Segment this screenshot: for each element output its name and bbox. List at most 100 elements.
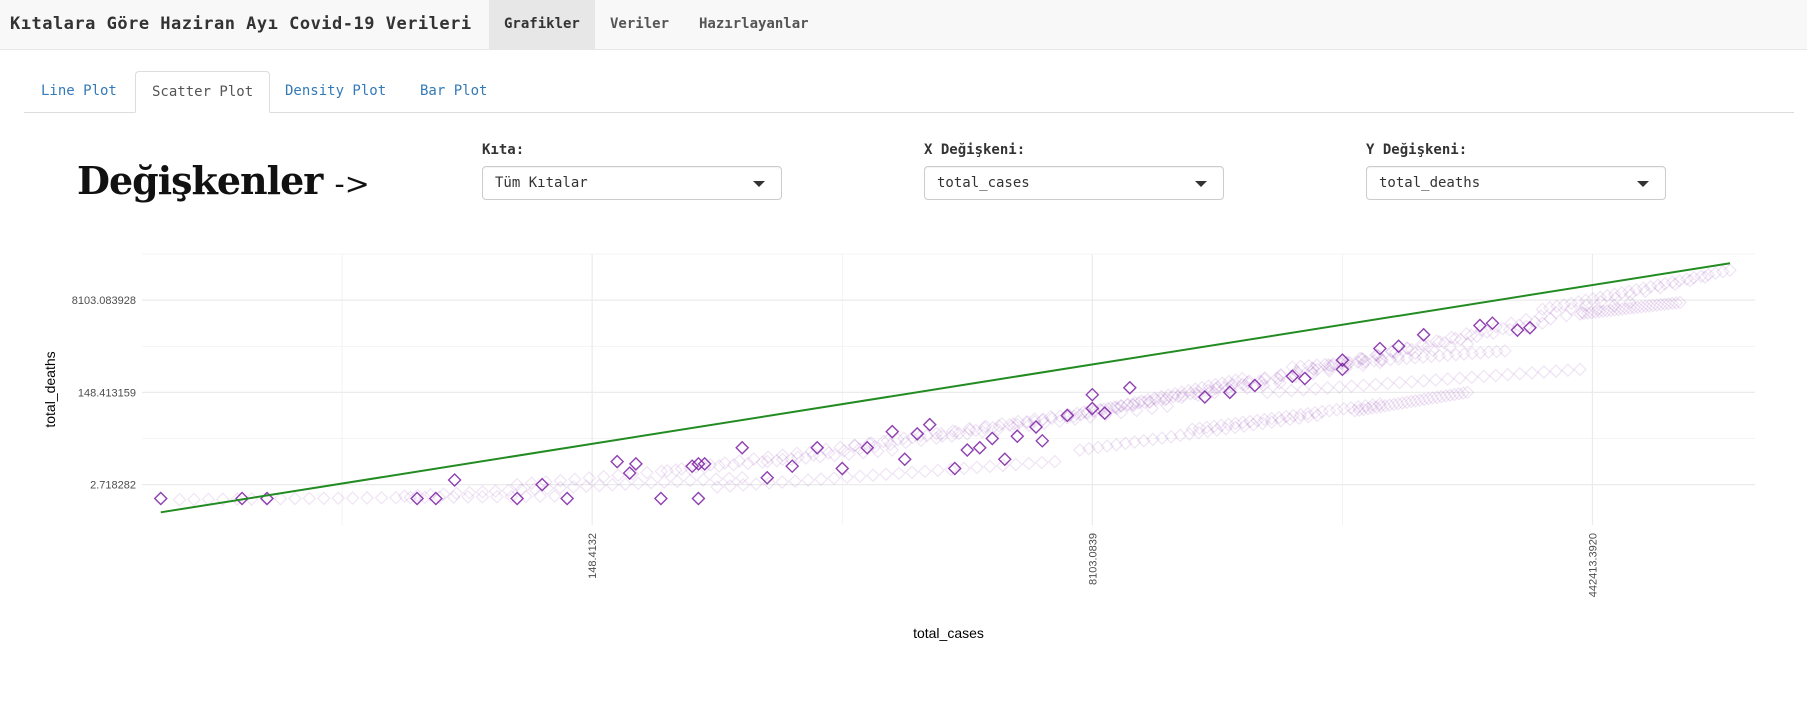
data-point-faint (1250, 413, 1265, 428)
data-point-faint (1187, 386, 1202, 401)
tab-line-plot[interactable]: Line Plot (41, 83, 117, 99)
data-point-faint (1391, 349, 1406, 364)
data-point-faint (1668, 277, 1683, 292)
data-point-faint (1272, 384, 1287, 399)
data-point-faint (1228, 420, 1242, 435)
tab-scatter-plot[interactable]: Scatter Plot (135, 71, 271, 113)
tab-density-plot[interactable]: Density Plot (285, 83, 387, 99)
data-point-faint (1600, 288, 1615, 303)
data-point-faint (1382, 398, 1397, 413)
data-point-faint (1322, 364, 1337, 378)
data-point-faint (1192, 421, 1207, 436)
data-point-faint (640, 465, 654, 480)
data-point (1122, 380, 1137, 395)
x-tick-label: 8103.0839 (1087, 533, 1099, 585)
data-point-faint (1305, 366, 1320, 381)
plot-tabs: Line Plot Scatter Plot Density Plot Bar … (24, 71, 1794, 113)
data-point-faint (1470, 329, 1484, 344)
data-point-faint (1350, 355, 1365, 369)
data-point-faint (1373, 397, 1387, 411)
data-point (1010, 429, 1025, 444)
data-point-faint (1159, 391, 1174, 406)
data-point-faint (1708, 266, 1723, 281)
data-point-faint (1386, 397, 1401, 412)
data-point-faint (1329, 402, 1344, 417)
data-point-faint (1155, 431, 1169, 445)
data-point-faint (1109, 437, 1124, 452)
data-point-faint (1207, 385, 1222, 400)
data-point-faint (852, 441, 867, 456)
data-point-faint (1201, 379, 1216, 393)
data-point-faint (1224, 378, 1239, 393)
data-point-faint (1428, 373, 1443, 387)
data-point-faint (1559, 308, 1574, 323)
data-point-faint (1235, 415, 1250, 430)
continent-select[interactable]: Tüm Kıtalar (482, 166, 782, 200)
data-point-faint (1006, 417, 1021, 431)
data-point-faint (896, 431, 911, 446)
data-point-faint (1665, 296, 1680, 311)
data-point-faint (847, 438, 862, 453)
data-point-faint (596, 469, 611, 484)
data-point-faint (1623, 295, 1637, 310)
nav-item-hazirlayanlar[interactable]: Hazırlayanlar (699, 16, 809, 32)
data-point-faint (1573, 362, 1587, 377)
data-point-faint (970, 460, 984, 475)
data-point-faint (892, 466, 906, 481)
data-point-faint (1459, 326, 1474, 341)
data-point-faint (1669, 296, 1683, 310)
data-point-faint (1543, 311, 1558, 326)
nav-item-veriler[interactable]: Veriler (610, 16, 670, 32)
data-point-faint (952, 426, 966, 441)
data-point-faint (1636, 281, 1651, 296)
data-point (922, 417, 937, 432)
data-point-faint (1191, 425, 1206, 440)
nav-item-grafikler[interactable]: Grafikler (489, 0, 595, 49)
data-point-faint (432, 490, 447, 505)
data-point (153, 491, 168, 506)
data-point-faint (1087, 404, 1102, 419)
data-point (1060, 408, 1075, 423)
data-point-faint (790, 446, 804, 461)
data-point-faint (1593, 295, 1608, 309)
data-point-faint (1344, 379, 1359, 394)
data-point-faint (1215, 376, 1229, 390)
data-point-faint (755, 455, 770, 469)
data-point-faint (1593, 290, 1607, 305)
data-point-faint (726, 457, 741, 472)
data-point-faint (1114, 399, 1128, 413)
data-point-faint (1052, 414, 1067, 428)
data-point-faint (1096, 402, 1111, 416)
x-variable-select[interactable]: total_cases (924, 166, 1224, 200)
y-variable-select[interactable]: total_deaths (1366, 166, 1666, 200)
data-point (785, 459, 800, 474)
data-point-faint (1623, 287, 1638, 302)
data-point-faint (905, 430, 920, 445)
data-point-faint (761, 450, 776, 464)
data-point-faint (1607, 298, 1621, 313)
data-point-faint (1322, 403, 1337, 418)
data-point-faint (1614, 285, 1629, 300)
data-point-faint (668, 463, 683, 477)
data-point-faint (1353, 351, 1368, 366)
tab-bar-plot[interactable]: Bar Plot (420, 83, 488, 99)
data-point-faint (1586, 291, 1600, 306)
data-point (1285, 369, 1300, 384)
data-point-faint (547, 489, 562, 504)
data-point-faint (1072, 443, 1087, 457)
data-point-faint (1036, 412, 1051, 427)
data-point-faint (1214, 418, 1229, 433)
data-point-faint (1141, 392, 1155, 407)
data-point-faint (1293, 407, 1308, 422)
data-point-faint (1243, 414, 1257, 429)
data-point-faint (885, 443, 900, 457)
data-point-faint (397, 489, 412, 504)
data-point-faint (1715, 264, 1730, 279)
data-point-faint (1374, 352, 1388, 367)
data-point-faint (1188, 382, 1203, 396)
data-point-faint (1443, 388, 1457, 403)
data-point-faint (1285, 360, 1300, 374)
heading-text: Değişkenler (77, 158, 323, 203)
data-point-faint (1306, 362, 1321, 376)
data-point-faint (1121, 397, 1135, 412)
